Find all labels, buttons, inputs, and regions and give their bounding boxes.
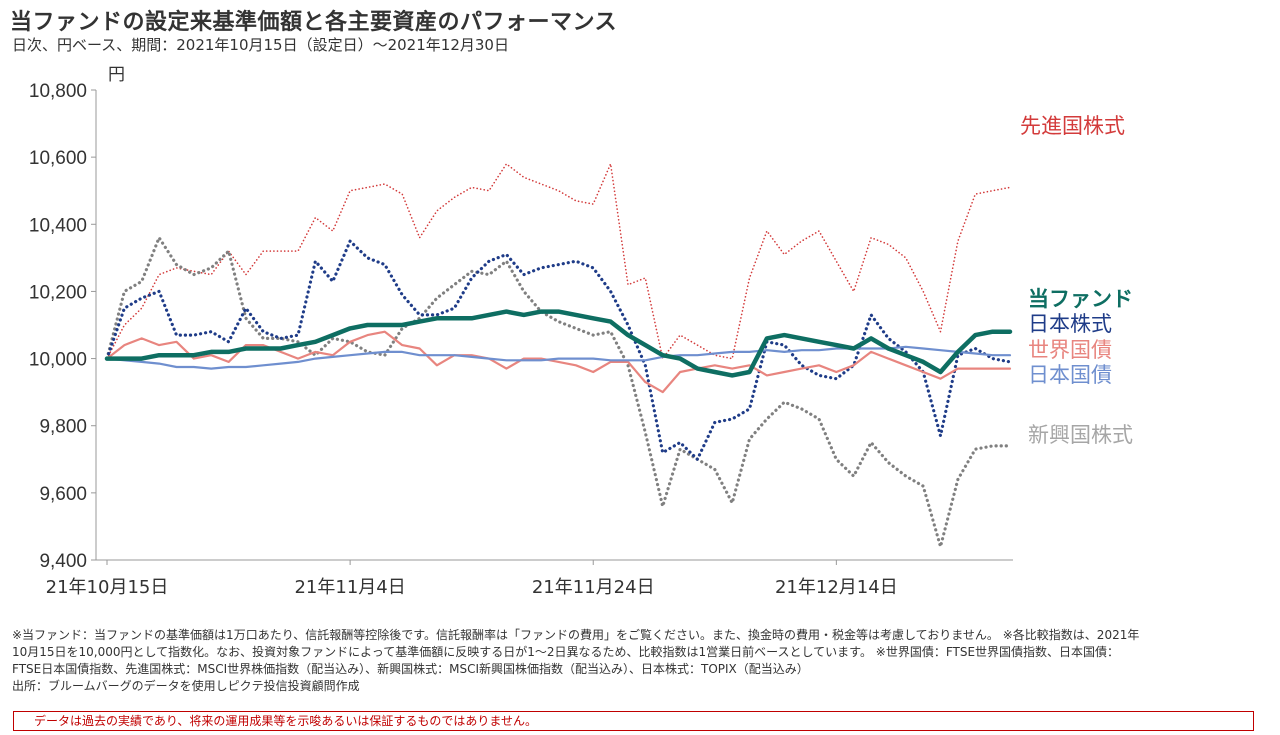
axes: 9,400 9,600 9,800 10,000 10,200 10,400 10,600 1… (29, 81, 1013, 598)
y-tick-label: 10,400 (29, 215, 87, 236)
footnote-line: ※当ファンド：当ファンドの基準価額は1万口あたり、信託報酬等控除後です。信託報酬… (12, 628, 1140, 642)
y-tick-label: 9,800 (39, 417, 87, 438)
series-line (105, 236, 1012, 549)
series-line (105, 345, 1012, 370)
x-tick-label: 21年12月14日 (775, 577, 898, 598)
legend-label: 当ファンド (1028, 287, 1133, 311)
y-tick-label: 10,000 (29, 350, 87, 371)
series-line (104, 309, 1013, 378)
series-line (105, 330, 1012, 394)
x-tick-label: 21年11月24日 (532, 577, 655, 598)
chart-title: 当ファンドの設定来基準価額と各主要資産のパフォーマンス (10, 10, 618, 35)
y-axis-label: 円 (108, 65, 125, 85)
series-layer (104, 163, 1013, 549)
chart-subtitle: 日次、円ベース、期間：2021年10月15日（設定日）～2021年12月30日 (12, 36, 509, 54)
y-tick-label: 10,200 (29, 282, 87, 303)
footnote-line: 10月15日を10,000円として指数化。なお、投資対象ファンドによって基準価額… (12, 645, 1120, 659)
legend-label: 日本株式 (1028, 312, 1112, 336)
legend-label: 日本国債 (1028, 363, 1112, 387)
legend-label: 世界国債 (1028, 338, 1112, 362)
y-tick-label: 9,600 (39, 484, 87, 505)
legend-label: 先進国株式 (1020, 114, 1125, 138)
y-tick-label: 9,400 (39, 551, 87, 572)
legend-label: 新興国株式 (1028, 423, 1133, 447)
series-line (106, 163, 1011, 360)
footnotes: ※当ファンド：当ファンドの基準価額は1万口あたり、信託報酬等控除後です。信託報酬… (12, 627, 1262, 695)
disclaimer-box: データは過去の実績であり、将来の運用成果等を示唆あるいは保証するものではありませ… (13, 711, 1254, 731)
y-tick-label: 10,600 (29, 148, 87, 169)
footnote-line: FTSE日本国債指数、先進国株式：MSCI世界株価指数（配当込み）、新興国株式：… (12, 662, 809, 676)
y-tick-label: 10,800 (29, 81, 87, 102)
footnote-source: 出所：ブルームバーグのデータを使用しピクテ投信投資顧問作成 (12, 679, 360, 693)
x-tick-label: 21年10月15日 (46, 577, 169, 598)
x-tick-label: 21年11月4日 (294, 577, 405, 598)
